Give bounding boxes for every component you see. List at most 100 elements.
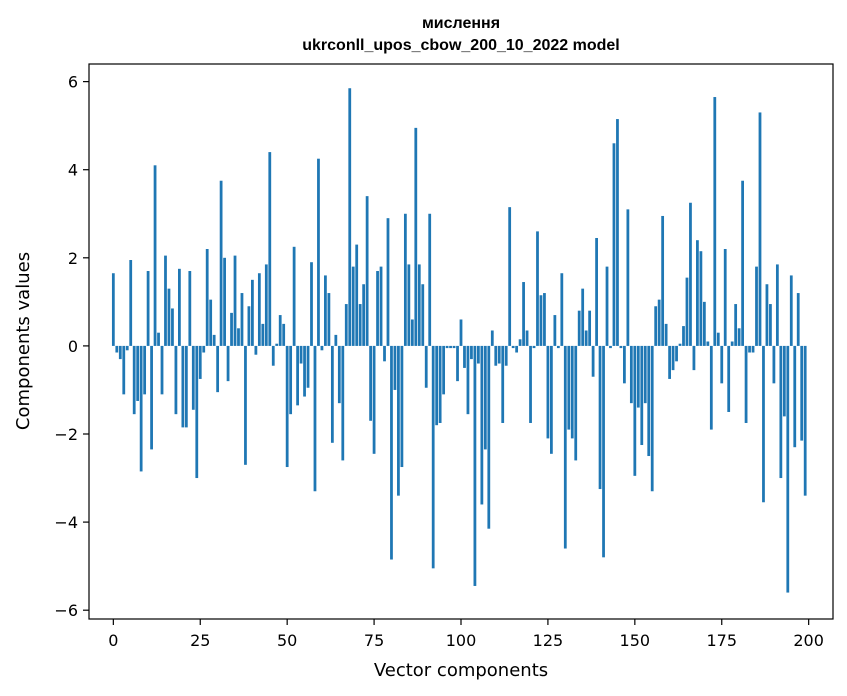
bar-34 — [230, 312, 233, 346]
y-tick-label: 0 — [68, 337, 78, 356]
bar-129 — [560, 273, 564, 346]
bar-134 — [577, 310, 581, 346]
bar-94 — [438, 345, 442, 423]
bar-197 — [796, 293, 800, 346]
chart-subtitle: ukrconll_upos_cbow_200_10_2022 model — [302, 37, 619, 54]
bar-103 — [470, 345, 473, 360]
bar-176 — [723, 249, 727, 346]
bar-67 — [344, 304, 348, 346]
bar-22 — [188, 271, 192, 346]
y-axis-label: Components values — [13, 252, 34, 430]
bar-20 — [181, 345, 185, 428]
bar-192 — [779, 345, 783, 479]
bar-194 — [786, 345, 790, 593]
bar-165 — [685, 277, 689, 346]
bar-77 — [379, 266, 383, 346]
bar-152 — [640, 345, 644, 446]
bar-63 — [330, 345, 334, 443]
x-tick-label: 175 — [706, 631, 737, 650]
bar-53 — [296, 345, 299, 406]
bar-145 — [616, 119, 619, 346]
bar-144 — [612, 143, 616, 346]
x-tick-label: 125 — [533, 631, 564, 650]
bar-15 — [164, 255, 167, 346]
bar-141 — [602, 345, 605, 558]
bar-111 — [497, 345, 501, 364]
bar-150 — [633, 345, 637, 476]
bar-190 — [772, 345, 776, 384]
bar-168 — [696, 240, 699, 346]
y-tick-label: 6 — [68, 73, 78, 92]
bar-88 — [417, 264, 421, 346]
bar-51 — [289, 345, 293, 415]
bar-16 — [167, 288, 171, 346]
bar-12 — [153, 165, 157, 346]
bar-39 — [247, 306, 251, 346]
bar-198 — [800, 345, 804, 441]
bar-124 — [543, 293, 546, 346]
bar-64 — [334, 334, 338, 346]
bar-158 — [661, 215, 665, 346]
x-tick-label: 0 — [108, 631, 118, 650]
bar-10 — [146, 271, 150, 346]
bar-37 — [240, 293, 244, 346]
bar-183 — [748, 345, 751, 353]
x-tick-label: 200 — [793, 631, 824, 650]
bar-81 — [393, 345, 397, 390]
bar-106 — [480, 345, 484, 505]
y-tick-label: −2 — [54, 425, 78, 444]
bar-91 — [428, 213, 432, 346]
bar-179 — [734, 304, 738, 346]
bar-14 — [160, 345, 164, 395]
bar-107 — [483, 345, 487, 450]
bar-146 — [619, 345, 623, 349]
bar-27 — [205, 249, 209, 346]
bar-85 — [407, 264, 411, 346]
bar-126 — [550, 345, 553, 454]
bar-21 — [184, 345, 188, 428]
bar-122 — [536, 231, 539, 346]
y-ticks: −6 −4 −2 0 2 4 6 — [54, 73, 89, 620]
bar-78 — [383, 345, 386, 362]
bar-100 — [459, 319, 463, 346]
bar-48 — [278, 315, 282, 346]
bar-36 — [237, 328, 240, 346]
bar-92 — [431, 345, 435, 569]
bar-62 — [327, 293, 331, 346]
bar-89 — [421, 284, 425, 346]
bar-195 — [789, 275, 793, 346]
bar-169 — [699, 251, 703, 346]
bar-79 — [386, 218, 390, 346]
bar-138 — [591, 345, 595, 377]
bar-139 — [595, 237, 598, 346]
bar-44 — [264, 264, 268, 346]
bar-3 — [122, 345, 126, 395]
bar-115 — [511, 345, 515, 349]
bar-116 — [515, 345, 519, 353]
bar-174 — [716, 332, 720, 346]
bar-140 — [598, 345, 602, 490]
bar-180 — [737, 328, 741, 346]
bar-162 — [675, 345, 678, 362]
bar-123 — [539, 295, 543, 346]
bar-186 — [758, 112, 762, 346]
bar-182 — [744, 345, 748, 423]
bar-61 — [324, 275, 327, 346]
bar-76 — [376, 271, 379, 346]
bar-55 — [303, 345, 306, 397]
bar-24 — [195, 345, 199, 479]
bar-135 — [581, 288, 585, 346]
bar-60 — [320, 345, 324, 351]
bar-184 — [751, 345, 755, 353]
bar-82 — [397, 345, 400, 496]
bar-171 — [706, 341, 710, 346]
y-tick-label: −4 — [54, 513, 78, 532]
bar-33 — [226, 345, 230, 382]
bar-164 — [682, 326, 685, 346]
bar-167 — [692, 345, 696, 371]
bar-42 — [257, 273, 261, 346]
bar-153 — [643, 345, 647, 404]
bar-73 — [365, 196, 369, 346]
bar-104 — [473, 345, 477, 586]
